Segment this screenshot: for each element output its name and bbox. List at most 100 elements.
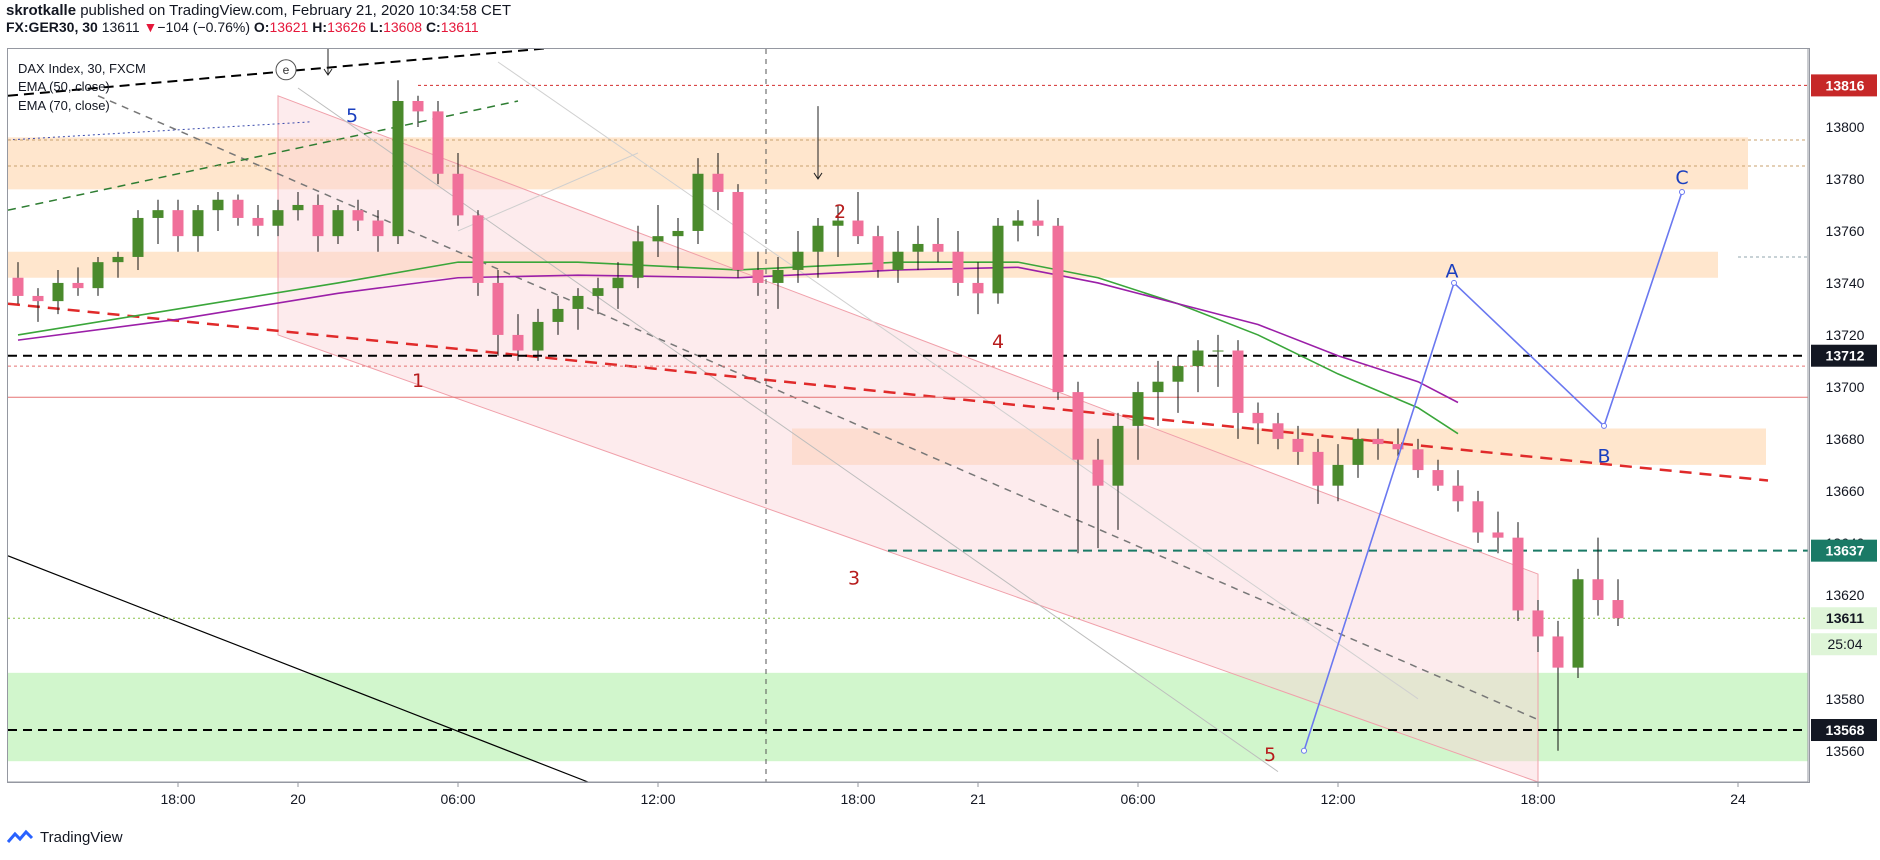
candle[interactable]: [812, 217, 824, 278]
candle[interactable]: [1332, 444, 1344, 502]
candle[interactable]: [752, 251, 764, 296]
abc-projection-line[interactable]: [1303, 191, 1683, 752]
candle[interactable]: [12, 262, 24, 304]
candle[interactable]: [292, 191, 304, 221]
candle[interactable]: [332, 204, 344, 244]
candle[interactable]: [112, 251, 124, 278]
candle[interactable]: [32, 288, 44, 322]
candle[interactable]: [1232, 340, 1244, 439]
price-tag[interactable]: 13637: [1811, 539, 1877, 562]
candle[interactable]: [1472, 490, 1484, 543]
candle[interactable]: [1052, 217, 1064, 400]
candle[interactable]: [1312, 438, 1324, 504]
candle[interactable]: [792, 230, 804, 283]
long-trendline[interactable]: [8, 555, 589, 782]
candle[interactable]: [1412, 438, 1424, 478]
candle[interactable]: [92, 256, 104, 296]
candle[interactable]: [872, 225, 884, 278]
candle[interactable]: [172, 199, 184, 252]
price-tag[interactable]: 13712: [1811, 344, 1877, 367]
candle[interactable]: [1132, 381, 1144, 460]
candle[interactable]: [352, 199, 364, 231]
candle[interactable]: [892, 230, 904, 283]
candle[interactable]: [1432, 459, 1444, 491]
candle[interactable]: [712, 152, 724, 211]
candle[interactable]: [1192, 340, 1204, 393]
candle[interactable]: [732, 184, 744, 278]
down-arrow-icon-head[interactable]: [323, 68, 333, 76]
projection-point[interactable]: [1301, 747, 1307, 754]
tradingview-footer[interactable]: TradingView: [6, 828, 123, 846]
zone-rect[interactable]: [8, 251, 1718, 278]
candle[interactable]: [572, 288, 584, 330]
candle[interactable]: [132, 210, 144, 270]
candle[interactable]: [1492, 511, 1504, 554]
candle[interactable]: [1292, 425, 1304, 465]
candle[interactable]: [1352, 428, 1364, 478]
candle[interactable]: [852, 191, 864, 244]
candle[interactable]: [372, 210, 384, 252]
candle[interactable]: [1552, 620, 1564, 751]
candle[interactable]: [1092, 438, 1104, 549]
candle[interactable]: [1392, 428, 1404, 460]
candle[interactable]: [152, 199, 164, 244]
candle[interactable]: [472, 210, 484, 296]
candle[interactable]: [1152, 360, 1164, 426]
candle[interactable]: [192, 204, 204, 252]
candle[interactable]: [412, 95, 424, 127]
candle[interactable]: [1452, 470, 1464, 512]
candle[interactable]: [72, 267, 84, 296]
candle[interactable]: [1532, 600, 1544, 653]
candle[interactable]: [1012, 210, 1024, 242]
blue-dotted-line[interactable]: [8, 121, 313, 141]
candle[interactable]: [1612, 579, 1624, 627]
candle[interactable]: [772, 256, 784, 309]
event-marker-icon[interactable]: [275, 59, 297, 81]
channel-midline[interactable]: [97, 95, 1539, 721]
price-tag[interactable]: 13568: [1811, 719, 1877, 742]
candle[interactable]: [952, 230, 964, 296]
candle[interactable]: [432, 100, 444, 185]
price-tag[interactable]: 13611: [1811, 607, 1877, 630]
candle[interactable]: [1032, 199, 1044, 237]
candle[interactable]: [672, 217, 684, 270]
candle[interactable]: [652, 204, 664, 257]
candle[interactable]: [932, 217, 944, 263]
candle[interactable]: [452, 152, 464, 226]
candle[interactable]: [612, 262, 624, 309]
candle[interactable]: [1512, 522, 1524, 621]
candle[interactable]: [252, 204, 264, 237]
candle[interactable]: [1112, 412, 1124, 530]
candle[interactable]: [1572, 568, 1584, 679]
candle[interactable]: [1272, 412, 1284, 450]
candle[interactable]: [1252, 402, 1264, 445]
candle[interactable]: [972, 262, 984, 315]
candle[interactable]: [912, 225, 924, 270]
candle[interactable]: [312, 194, 324, 252]
down-arrow-icon-head[interactable]: [813, 172, 823, 180]
candle[interactable]: [512, 314, 524, 361]
candle[interactable]: [232, 194, 244, 226]
zone-rect[interactable]: [8, 137, 1748, 190]
projection-point[interactable]: [1451, 279, 1457, 286]
candle[interactable]: [532, 308, 544, 361]
candle[interactable]: [1372, 428, 1384, 460]
price-tag[interactable]: 13816: [1811, 74, 1877, 97]
candle[interactable]: [212, 191, 224, 231]
candle[interactable]: [1072, 381, 1084, 554]
resistance-trendline[interactable]: [8, 302, 1769, 482]
candle[interactable]: [592, 277, 604, 315]
projection-point[interactable]: [1601, 422, 1607, 429]
candle[interactable]: [492, 269, 504, 356]
candle[interactable]: [272, 199, 284, 237]
candle[interactable]: [552, 295, 564, 335]
candle[interactable]: [392, 80, 404, 244]
author-name[interactable]: skrotkalle: [6, 2, 77, 19]
candle[interactable]: [692, 158, 704, 244]
candle[interactable]: [632, 225, 644, 289]
candle[interactable]: [992, 217, 1004, 304]
candle[interactable]: [1212, 334, 1224, 387]
candle[interactable]: [52, 269, 64, 315]
zone-rect[interactable]: [8, 672, 1808, 762]
